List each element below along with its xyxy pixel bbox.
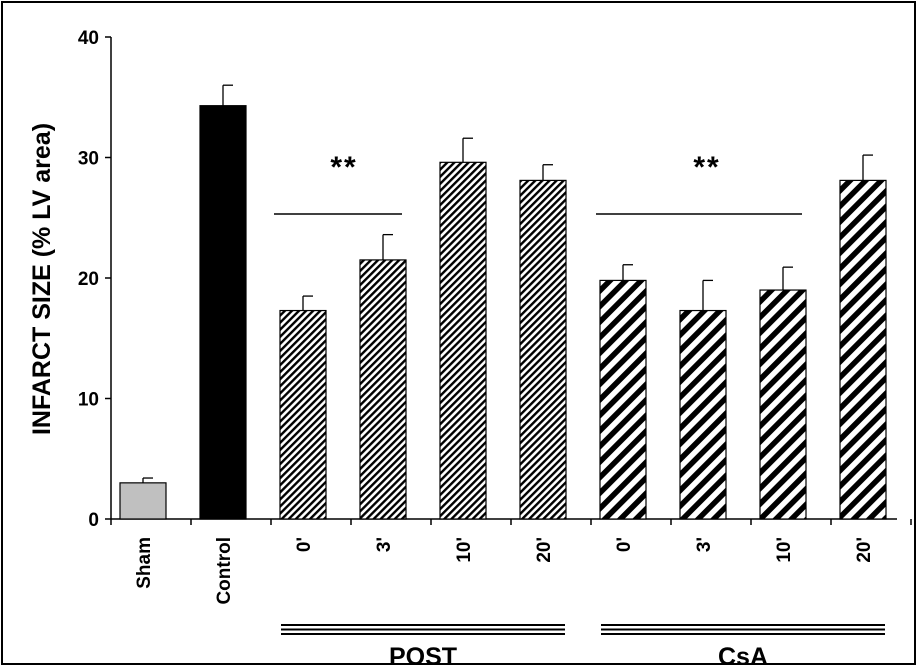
y-axis-label: INFARCT SIZE (% LV area) (28, 123, 56, 435)
bar (519, 179, 567, 520)
x-tick-label: Sham (134, 537, 155, 589)
x-tick-label: 3' (694, 537, 715, 552)
x-tick-label: 10' (454, 537, 475, 563)
labels: Sham Control 0' 3' 10' 20' 0' 3' 10' 20' POST CsA **… (134, 151, 885, 669)
group-label: POST (389, 643, 457, 669)
significance-label: ** (330, 151, 357, 184)
bar (759, 289, 807, 520)
y-tick-label: 20 (78, 269, 99, 290)
y-tick-label: 30 (78, 149, 99, 170)
x-tick-label: 3' (374, 537, 395, 552)
bar (199, 105, 247, 520)
y-tick-label: 0 (88, 510, 99, 531)
bar (679, 309, 727, 520)
x-tick-label: 20' (534, 537, 555, 563)
bars (119, 84, 887, 520)
bar (119, 482, 167, 520)
x-tick-label: 0' (294, 537, 315, 552)
bar (359, 259, 407, 520)
x-tick-label: Control (214, 537, 235, 605)
bar (839, 179, 887, 520)
bar (279, 309, 327, 520)
y-tick-label: 40 (78, 28, 99, 49)
bar (599, 279, 647, 520)
x-tick-label: 0' (614, 537, 635, 552)
significance-label: ** (693, 151, 720, 184)
bar (439, 161, 487, 520)
y-tick-label: 10 (78, 390, 99, 411)
x-tick-label: 20' (854, 537, 875, 563)
x-tick-label: 10' (774, 537, 795, 563)
group-label: CsA (718, 643, 768, 669)
